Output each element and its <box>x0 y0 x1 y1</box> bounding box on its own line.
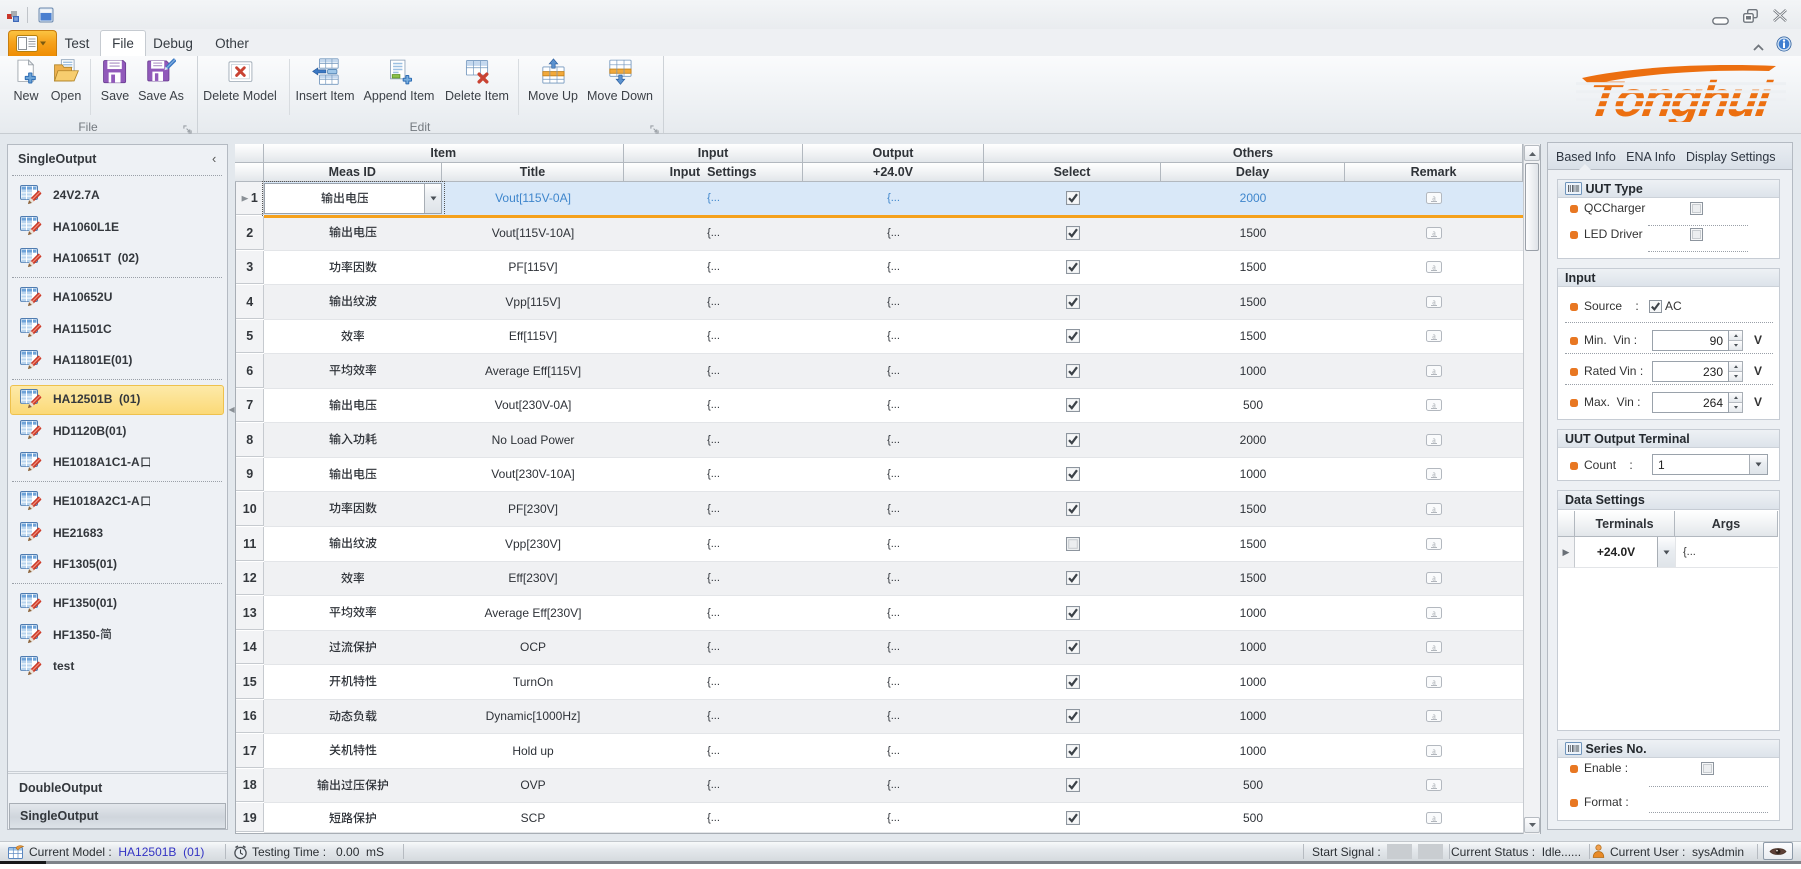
svg-text:a: a <box>1432 470 1436 479</box>
svg-text:a: a <box>1432 332 1436 341</box>
svg-text:a: a <box>1432 712 1436 721</box>
svg-text:a: a <box>1432 435 1436 444</box>
svg-text:a: a <box>1432 228 1436 237</box>
svg-text:a: a <box>1432 297 1436 306</box>
svg-text:a: a <box>1432 608 1436 617</box>
svg-text:a: a <box>1432 504 1436 513</box>
svg-text:a: a <box>1432 574 1436 583</box>
svg-text:a: a <box>1432 194 1436 203</box>
svg-text:a: a <box>1432 781 1436 790</box>
svg-text:a: a <box>1432 643 1436 652</box>
svg-text:a: a <box>1432 401 1436 410</box>
svg-text:Tonghui: Tonghui <box>1584 71 1775 122</box>
svg-text:a: a <box>1432 263 1436 272</box>
svg-text:a: a <box>1432 677 1436 686</box>
svg-text:a: a <box>1432 539 1436 548</box>
svg-text:a: a <box>1432 746 1436 755</box>
svg-text:a: a <box>1432 366 1436 375</box>
svg-text:a: a <box>1432 814 1436 823</box>
